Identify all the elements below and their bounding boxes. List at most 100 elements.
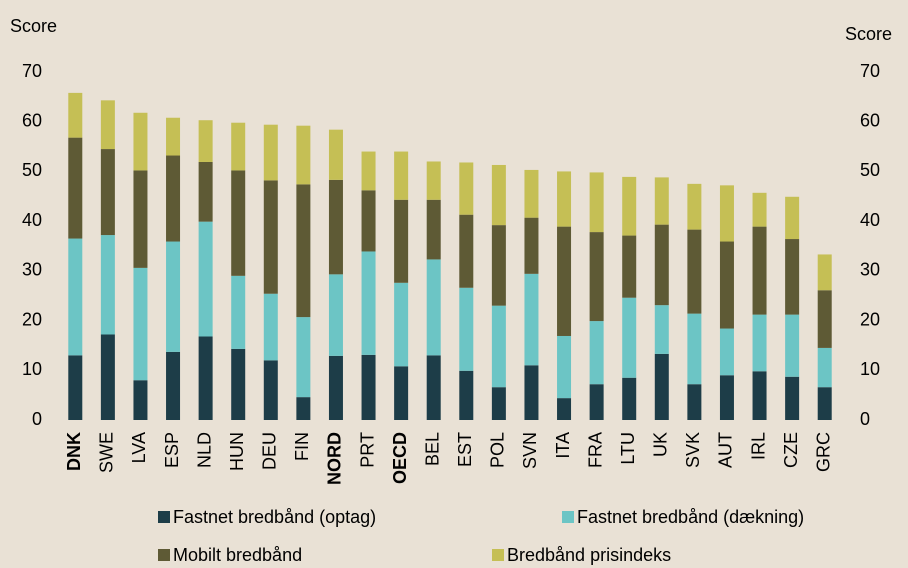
bar-segment <box>296 125 311 185</box>
bar-segment <box>68 238 83 356</box>
bar-segment <box>687 313 702 385</box>
x-tick-label: NORD <box>325 432 345 485</box>
bar-segment <box>752 314 767 372</box>
bar-segment <box>296 397 311 420</box>
bar-segment <box>198 221 213 337</box>
bar-segment <box>328 355 343 420</box>
x-tick-label: BEL <box>422 432 442 466</box>
bar-segment <box>133 267 148 381</box>
bar-segment <box>198 336 213 420</box>
legend-swatch <box>158 549 170 561</box>
bar-segment <box>817 290 832 348</box>
bar-segment <box>719 185 734 242</box>
x-tick-label: LVA <box>129 432 149 463</box>
x-tick-label: NLD <box>194 432 214 468</box>
bar-segment <box>719 241 734 329</box>
y-tick-label: 30 <box>22 260 42 280</box>
bar-segment <box>589 172 604 233</box>
bar-segment <box>622 235 637 298</box>
bar-segment <box>654 224 669 306</box>
x-tick-label: PRT <box>357 432 377 468</box>
y-tick-label: 70 <box>22 61 42 81</box>
bar-segment <box>166 155 181 242</box>
bar-segment <box>100 334 115 420</box>
bar-segment <box>491 164 506 226</box>
bar-segment <box>491 225 506 306</box>
bar-segment <box>426 259 441 356</box>
x-tick-label: ESP <box>162 432 182 468</box>
bar-segment <box>426 355 441 420</box>
bar-segment <box>361 190 376 252</box>
bar-segment <box>231 348 246 420</box>
bar-segment <box>231 275 246 349</box>
bar-segment <box>328 179 343 275</box>
bar-segment <box>524 169 539 218</box>
x-tick-label: IRL <box>748 432 768 460</box>
bar-segment <box>133 380 148 420</box>
bar-segment <box>263 124 278 181</box>
y2-tick-label: 0 <box>860 409 870 429</box>
x-tick-label: SWE <box>97 432 117 473</box>
y2-tick-label: 10 <box>860 359 880 379</box>
legend-label: Mobilt bredbånd <box>173 545 302 565</box>
bar-segment <box>687 229 702 314</box>
legend-swatch <box>158 511 170 523</box>
y-tick-label: 0 <box>32 409 42 429</box>
x-tick-label: LTU <box>618 432 638 465</box>
bar-segment <box>394 151 409 200</box>
x-tick-label: FIN <box>292 432 312 461</box>
bar-segment <box>394 282 409 367</box>
bar-segment <box>719 328 734 376</box>
bar-segment <box>622 297 637 378</box>
bar-segment <box>459 214 474 288</box>
x-tick-label: ITA <box>553 432 573 459</box>
bar-segment <box>166 117 181 156</box>
bar-segment <box>198 161 213 222</box>
y2-tick-label: 60 <box>860 110 880 130</box>
bar-segment <box>622 377 637 420</box>
y2-tick-label: 30 <box>860 260 880 280</box>
bar-segment <box>524 365 539 420</box>
bar-segment <box>589 321 604 385</box>
bar-segment <box>68 92 83 138</box>
y-axis-label: Score <box>10 16 57 36</box>
bar-segment <box>296 184 311 318</box>
x-tick-label: HUN <box>227 432 247 471</box>
bar-segment <box>361 354 376 420</box>
bar-segment <box>785 196 800 240</box>
bar-segment <box>361 151 376 191</box>
bar-segment <box>785 239 800 315</box>
bar-segment <box>589 384 604 420</box>
legend-label: Fastnet bredbånd (dækning) <box>577 507 804 527</box>
bar-segment <box>785 314 800 377</box>
x-tick-label: OECD <box>390 432 410 484</box>
bar-segment <box>133 170 148 268</box>
bar-segment <box>328 274 343 356</box>
legend-label: Fastnet bredbånd (optag) <box>173 507 376 527</box>
x-tick-label: POL <box>488 432 508 468</box>
x-tick-label: CZE <box>781 432 801 468</box>
bar-segment <box>296 317 311 398</box>
bar-segment <box>328 129 343 180</box>
bar-segment <box>752 371 767 420</box>
bar-segment <box>654 305 669 354</box>
legend-label: Bredbånd prisindeks <box>507 545 671 565</box>
bar-segment <box>166 241 181 352</box>
x-tick-label: GRC <box>813 432 833 472</box>
y-tick-label: 10 <box>22 359 42 379</box>
bar-segment <box>491 387 506 420</box>
bar-segment <box>687 384 702 420</box>
bar-segment <box>557 398 572 420</box>
bar-segment <box>459 370 474 420</box>
bar-segment <box>524 273 539 366</box>
bar-segment <box>100 100 115 150</box>
bar-segment <box>426 161 441 200</box>
y-tick-label: 40 <box>22 210 42 230</box>
bar-segment <box>719 375 734 420</box>
bar-segment <box>622 176 637 236</box>
bar-segment <box>459 162 474 215</box>
bar-segment <box>361 251 376 355</box>
bar-segment <box>785 376 800 420</box>
x-tick-label: EST <box>455 432 475 467</box>
x-tick-label: UK <box>651 432 671 457</box>
